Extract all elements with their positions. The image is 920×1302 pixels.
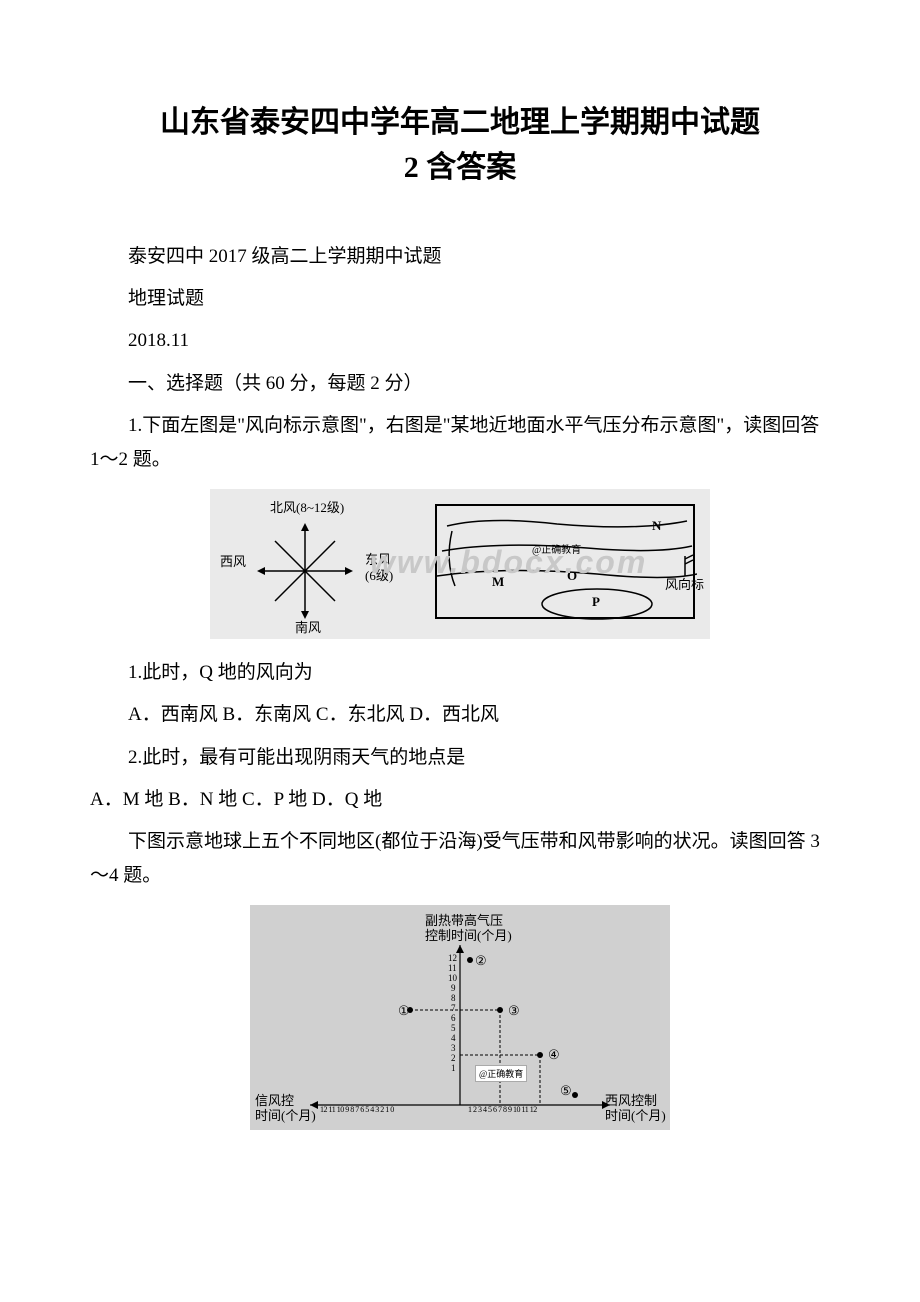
fig1-direction-label: 风向标: [665, 574, 704, 593]
fig1-point-n: N: [652, 518, 661, 534]
fig2-ytick-6: 6: [451, 1013, 456, 1023]
paragraph-q1: 1.此时，Q 地的风向为: [90, 656, 830, 690]
fig1-map-box: N M O P @正确教育: [435, 504, 695, 619]
compass-icon: [305, 559, 306, 577]
fig2-ytick-10: 10: [448, 973, 457, 983]
title-line-2: 2 含答案: [90, 145, 830, 190]
fig2-ytick-3: 3: [451, 1043, 456, 1053]
fig2-ytick-7: 7: [451, 1003, 456, 1013]
paragraph-section-1: 一、选择题（共 60 分，每题 2 分）: [90, 367, 830, 401]
fig1-west-label: 西风: [220, 551, 246, 570]
fig2-point-5: ⑤: [560, 1083, 572, 1099]
paragraph-q2: 2.此时，最有可能出现阴雨天气的地点是: [90, 741, 830, 775]
fig2-point-4: ④: [548, 1047, 560, 1063]
title-line-1: 山东省泰安四中学年高二地理上学期期中试题: [90, 100, 830, 145]
fig2-ytick-8: 8: [451, 993, 456, 1003]
fig1-point-p: P: [592, 594, 600, 610]
fig2-ytick-2: 2: [451, 1053, 456, 1063]
fig2-xticks-left: 12 11 10 9 8 7 6 5 4 3 2 1 0: [320, 1105, 394, 1114]
fig2-point-3: ③: [508, 1003, 520, 1019]
paragraph-q2-options: A．M 地 B．N 地 C．P 地 D．Q 地: [90, 783, 830, 817]
paragraph-intro-1: 泰安四中 2017 级高二上学期期中试题: [90, 240, 830, 274]
fig1-south-label: 南风: [295, 617, 321, 636]
fig1-point-m: M: [492, 574, 504, 590]
paragraph-q1-options: A．西南风 B．东南风 C．东北风 D．西北风: [90, 698, 830, 732]
figure-2: 副热带高气压 控制时间(个月) 信风控 时间(个月) 西风控制 时间(个月): [250, 905, 670, 1130]
figure-1: 北风(8~12级) 西风 东风 (6级) 南风: [210, 489, 710, 639]
fig1-point-o: O: [567, 568, 577, 584]
document-title: 山东省泰安四中学年高二地理上学期期中试题 2 含答案: [90, 100, 830, 190]
fig2-top-title-2: 控制时间(个月): [425, 925, 512, 944]
fig2-small-watermark: @正确教育: [475, 1065, 527, 1082]
fig2-ytick-5: 5: [451, 1023, 456, 1033]
fig2-ytick-1: 1: [451, 1063, 456, 1073]
fig2-ytick-11: 11: [448, 963, 457, 973]
paragraph-subject: 地理试题: [90, 282, 830, 316]
fig2-left-label-2: 时间(个月): [255, 1105, 316, 1124]
fig2-point-1: ①: [398, 1003, 410, 1019]
fig2-ytick-4: 4: [451, 1033, 456, 1043]
paragraph-q-intro-1: 1.下面左图是"风向标示意图"，右图是"某地近地面水平气压分布示意图"，读图回答…: [90, 409, 830, 477]
figure-2-container: 副热带高气压 控制时间(个月) 信风控 时间(个月) 西风控制 时间(个月): [90, 905, 830, 1135]
paragraph-date: 2018.11: [90, 324, 830, 358]
fig2-chart: [310, 945, 620, 1120]
fig1-east-level: (6级): [365, 565, 393, 584]
fig1-north-label: 北风(8~12级): [270, 497, 344, 516]
fig1-small-watermark: @正确教育: [532, 541, 581, 556]
fig2-ytick-9: 9: [451, 983, 456, 993]
paragraph-q-intro-2: 下图示意地球上五个不同地区(都位于沿海)受气压带和风带影响的状况。读图回答 3～…: [90, 825, 830, 893]
fig2-xticks-right: 1 2 3 4 5 6 7 8 9 10 11 12: [468, 1105, 537, 1114]
fig2-point-2: ②: [475, 953, 487, 969]
fig2-ytick-12: 12: [448, 953, 457, 963]
figure-1-container: 北风(8~12级) 西风 东风 (6级) 南风: [90, 489, 830, 644]
